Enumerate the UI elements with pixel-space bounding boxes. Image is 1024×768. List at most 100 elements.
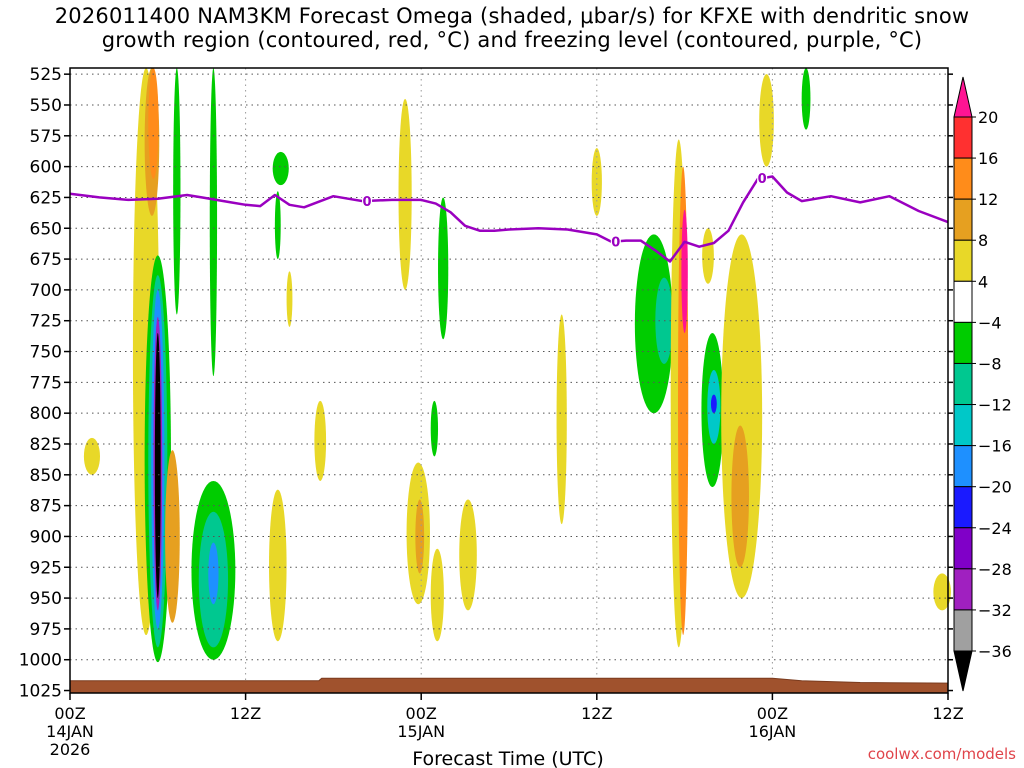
omega-region [209,68,218,377]
omega-region [710,394,717,414]
freezing-level-label-bg [362,192,373,208]
omega-shading-layer [83,67,951,663]
omega-region [933,573,951,611]
omega-region [274,191,281,260]
y-tick-label: 575 [30,127,62,147]
colorbar-label: 8 [978,231,988,250]
y-tick-label: 625 [30,188,62,208]
y-tick-label: 800 [30,404,62,424]
x-tick-label: 12Z [230,704,261,723]
colorbar-segment [953,568,973,611]
omega-region [208,542,219,605]
chart-title-line-2: growth region (contoured, red, °C) and f… [101,28,923,52]
y-tick-label: 675 [30,250,62,270]
omega-region [173,67,181,315]
colorbar-label: 20 [978,108,998,127]
freezing-level-layer: 0 0 0 [69,170,949,263]
y-tick-label: 825 [30,435,62,455]
colorbar-segment [953,445,973,488]
x-tick-label: 00Z [757,704,788,723]
colorbar-segment [953,486,973,529]
y-tick-label: 700 [30,281,62,301]
freezing-level-line [69,175,949,263]
colorbar-label: −12 [978,396,1012,415]
y-tick-label: 550 [30,96,62,116]
x-tick-label: 12Z [932,704,963,723]
freezing-level-label: 0 [758,172,767,187]
omega-region [398,98,412,290]
freezing-level-label: 0 [611,235,620,250]
freezing-level-label-bg [610,233,621,249]
colorbar-label: −4 [978,313,1002,332]
omega-region [165,450,180,623]
omega-region [314,400,327,481]
omega-region [438,197,449,340]
colorbar-segment [953,609,973,652]
omega-region [430,400,439,457]
omega-region [83,437,100,475]
colorbar-top-triangle [953,76,973,118]
colorbar-segment [953,239,973,282]
y-tick-label: 1025 [19,682,62,702]
colorbar-label: −20 [978,478,1012,497]
omega-region [459,499,477,611]
colorbar-segment [953,404,973,447]
x-tick-label: 00Z [54,704,85,723]
omega-region [148,68,159,179]
x-tick-label: 12Z [581,704,612,723]
omega-region [591,148,602,216]
y-tick-label: 525 [30,65,62,85]
omega-region [269,489,287,642]
x-tick-date-label: 15JAN [397,722,445,741]
colorbar-segment [953,362,973,406]
plot-frame [69,67,949,694]
omega-region [286,271,293,327]
chart-title-line-1: 2026011400 NAM3KM Forecast Omega (shaded… [54,4,970,28]
y-tick-label: 775 [30,373,62,393]
colorbar-label: −24 [978,519,1012,538]
colorbar-segment [953,116,973,159]
x-tick-year-label: 2026 [50,740,91,759]
omega-region [415,499,425,574]
axes-layer: 525 550 575 600 625 650 675 700 725 750 775 800 825 8… [19,65,964,759]
colorbar-label: −16 [978,437,1012,456]
y-tick-label: 875 [30,497,62,517]
omega-region [801,68,811,130]
colorbar-label: −28 [978,560,1012,579]
y-tick-label: 1000 [19,651,62,671]
y-tick-label: 850 [30,466,62,486]
colorbar-segment [953,157,973,200]
x-tick-label: 00Z [406,704,437,723]
colorbar-segment [953,198,973,241]
omega-region [430,548,444,642]
omega-region [681,209,688,334]
x-tick-date-label: 14JAN [46,722,94,741]
y-tick-label: 725 [30,312,62,332]
colorbar: 20 16 12 8 4 −4 −8 −12 −16 −20 −24 −28 −32 −36 [953,76,1012,692]
colorbar-bottom-triangle [953,650,973,692]
y-tick-label: 750 [30,343,62,363]
omega-region [272,151,289,186]
colorbar-label: −36 [978,642,1012,661]
colorbar-label: 12 [978,190,998,209]
terrain-fill [69,677,949,694]
omega-region [721,234,763,599]
terrain-layer [69,677,949,694]
freezing-level-label-bg [757,170,768,186]
colorbar-label: 4 [978,272,988,291]
credit-link[interactable]: coolwx.com/models [867,745,1016,763]
colorbar-label: 16 [978,149,998,168]
colorbar-label: −32 [978,601,1012,620]
y-tick-label: 900 [30,527,62,547]
omega-region [731,425,749,568]
x-tick-date-label: 16JAN [749,722,797,741]
omega-region [759,74,774,167]
colorbar-label: −8 [978,354,1002,373]
y-tick-label: 600 [30,158,62,178]
freezing-level-label: 0 [363,195,372,210]
y-tick-label: 925 [30,558,62,578]
omega-region [556,314,567,525]
x-axis-label: Forecast Time (UTC) [412,748,603,768]
colorbar-segment [953,280,973,323]
